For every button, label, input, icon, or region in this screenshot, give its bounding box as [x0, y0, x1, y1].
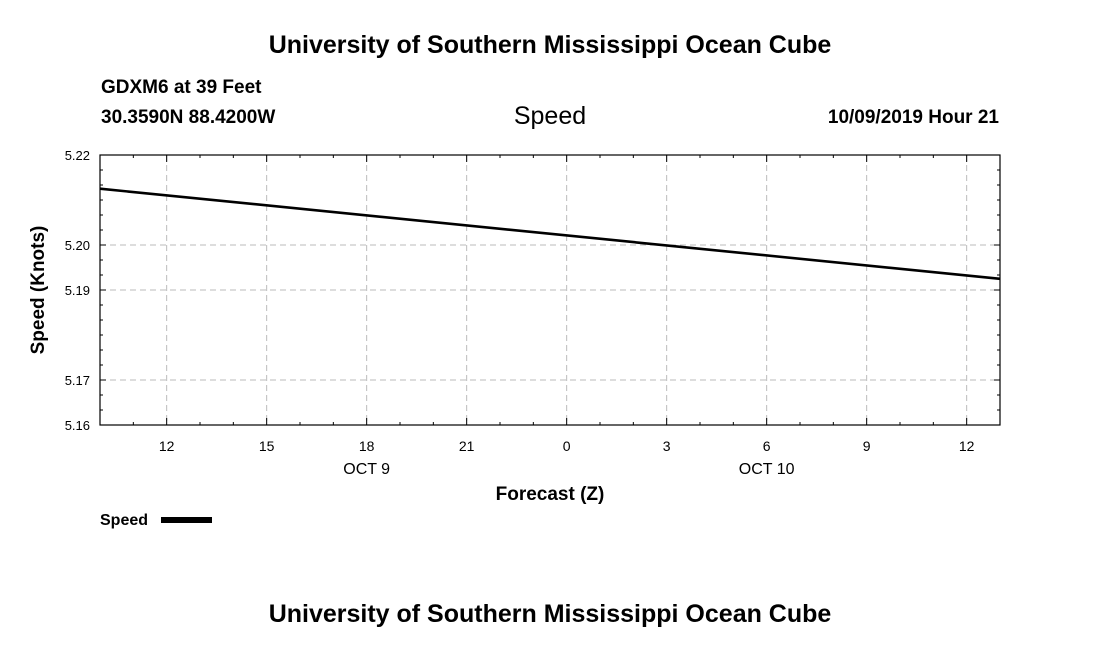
station-label: GDXM6 at 39 Feet — [101, 77, 262, 98]
x-tick-label: 12 — [159, 438, 175, 454]
y-tick-label: 5.17 — [65, 373, 90, 388]
x-tick-label: 21 — [459, 438, 475, 454]
y-tick-label: 5.16 — [65, 418, 90, 433]
x-axis-label: Forecast (Z) — [496, 484, 605, 505]
x-tick-label: 0 — [563, 438, 571, 454]
x-tick-label: 15 — [259, 438, 275, 454]
x-tick-label: 9 — [863, 438, 871, 454]
page-title: University of Southern Mississippi Ocean… — [268, 31, 832, 59]
x-tick-label: 18 — [359, 438, 375, 454]
x-tick-label: 3 — [663, 438, 671, 454]
location-label: 30.3590N 88.4200W — [101, 107, 276, 128]
y-axis-label: Speed (Knots) — [28, 226, 49, 355]
y-tick-label: 5.22 — [65, 148, 90, 163]
datetime-label: 10/09/2019 Hour 21 — [827, 107, 999, 128]
x-tick-label: 12 — [959, 438, 975, 454]
y-tick-label: 5.19 — [65, 283, 90, 298]
legend-label: Speed — [100, 512, 148, 529]
chart-title: Speed — [514, 102, 586, 130]
x-date-label: OCT 10 — [739, 461, 795, 478]
axis-ticks: 5.16 5.17 5.19 5.20 5.22 12 15 18 21 0 3 6 9 12 OCT 9 O… — [65, 148, 1000, 478]
x-tick-label: 6 — [763, 438, 771, 454]
y-tick-label: 5.20 — [65, 238, 90, 253]
chart-grid — [100, 155, 1000, 425]
speed-series-line — [99, 187, 1001, 281]
series-layer — [99, 187, 1001, 281]
x-date-label: OCT 9 — [343, 461, 390, 478]
footer-title: University of Southern Mississippi Ocean… — [268, 600, 832, 628]
